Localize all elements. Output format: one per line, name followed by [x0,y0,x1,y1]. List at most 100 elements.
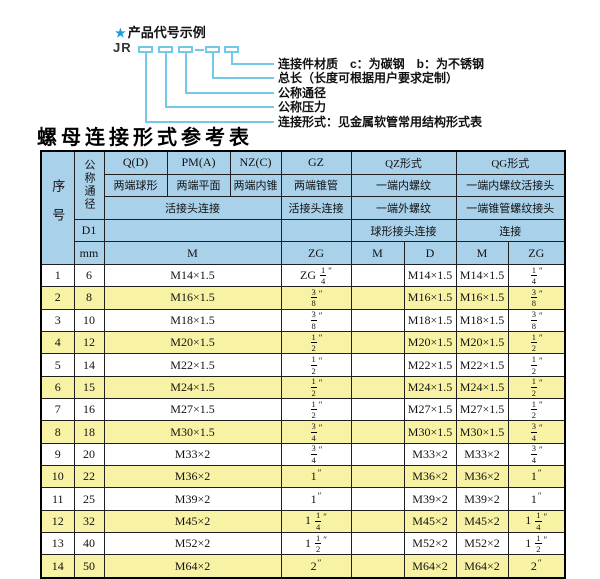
cell-qg-zg: 1 2 ″ [507,353,566,377]
header-qg: QG形式 [455,150,566,175]
cell-gz: 3 8 ″ [280,308,352,333]
cell-qg-zg: 1 2 ″ [507,375,566,400]
cell-gz: 3 4 ″ [280,442,352,467]
cell-seq: 7 [40,398,75,422]
cell-gz: 1 2 ″ [280,398,352,422]
code-box-3 [178,46,193,53]
cell-qz-m [350,398,405,422]
cell-qz-m [350,308,405,333]
cell-qz-m [350,442,405,467]
table-row: 1 6 M14×1.5 ZG 1 4 ″ M14×1.5 M14×1.5 1 4 ″ [40,263,566,288]
cell-dn: 32 [73,509,105,534]
cell-qg-m: M30×1.5 [455,420,509,444]
cell-m: M27×1.5 [103,398,282,422]
cell-qz-d: M52×2 [403,532,457,556]
cell-qz-m [350,286,405,310]
cell-m: M22×1.5 [103,353,282,377]
table-row: 12 32 M45×2 1 1 4 ″ M45×2 M45×2 1 1 4 ″ [40,509,566,534]
header-d-qz: D [403,241,457,265]
cell-m: M52×2 [103,532,282,556]
header-qg-sub2: 一端锥管螺纹接头 [455,196,566,220]
cell-seq: 4 [40,330,75,355]
star-icon: ★ [115,26,126,40]
cell-dn: 25 [73,487,105,511]
code-box-1 [138,46,153,53]
cell-qz-d: M14×1.5 [403,263,457,288]
cell-qz-m [350,465,405,489]
code-box-2 [158,46,173,53]
cell-qg-zg: 1 4 ″ [507,263,566,288]
code-label-material: 连接件材质 c：为碳钢 b：为不锈钢 [278,56,485,71]
connector-line [231,53,233,64]
connector-line [145,53,147,122]
cell-seq: 3 [40,308,75,333]
table-row: 3 10 M18×1.5 3 8 ″ M18×1.5 M18×1.5 3 8 ″ [40,308,566,333]
cell-gz: 3 8 ″ [280,286,352,310]
connector-line [231,62,274,65]
header-pm-sub: 两端平面 [166,173,231,198]
header-nz-sub: 两端内锥 [229,173,282,198]
cell-qg-m: M36×2 [455,465,509,489]
cell-qg-m: M14×1.5 [455,263,509,288]
cell-gz: 1 2 ″ [280,353,352,377]
cell-seq: 13 [40,532,75,556]
header-m-qz: M [350,241,405,265]
cell-seq: 1 [40,263,75,288]
cell-seq: 11 [40,487,75,511]
connector-line [145,120,274,123]
table-header: 序号 公称通径 Q(D) PM(A) NZ(C) GZ QZ形式 QG形式 两端… [40,150,566,265]
cell-gz: 1 1 4 ″ [280,509,352,534]
cell-m: M16×1.5 [103,286,282,310]
cell-m: M24×1.5 [103,375,282,400]
header-zg-gz: ZG [280,241,352,265]
cell-qz-d: M45×2 [403,509,457,534]
cell-qz-d: M64×2 [403,554,457,579]
cell-qg-m: M39×2 [455,487,509,511]
cell-qg-zg: 3 8 ″ [507,286,566,310]
product-code-diagram: ★ 产品代号示例 JR 连接件材质 c：为碳钢 b：为不锈钢 总长（长度可根据用户… [0,0,600,145]
cell-dn: 16 [73,398,105,422]
cell-qz-d: M18×1.5 [403,308,457,333]
cell-qg-zg: 1″ [507,465,566,489]
header-pm: PM(A) [166,150,231,175]
header-q: Q(D) [103,150,168,175]
header-blank-gz [280,218,352,243]
code-label-connection: 连接形式：见金属软管常用结构形式表 [278,114,483,129]
cell-m: M36×2 [103,465,282,489]
table-row: 4 12 M20×1.5 1 2 ″ M20×1.5 M20×1.5 1 2 ″ [40,330,566,355]
code-box-4 [205,46,220,53]
table-row: 11 25 M39×2 1″ M39×2 M39×2 1″ [40,487,566,511]
connector-line [165,53,167,108]
code-prefix: JR [113,40,132,55]
header-zg-qg: ZG [507,241,566,265]
cell-gz: 1 2 ″ [280,375,352,400]
cell-qg-zg: 3 4 ″ [507,442,566,467]
connector-line [165,106,274,108]
code-label-pressure: 公称压力 [278,100,327,114]
cell-qg-m: M24×1.5 [455,375,509,400]
cell-seq: 12 [40,509,75,534]
cell-qz-m [350,375,405,400]
cell-dn: 20 [73,442,105,467]
cell-gz: 3 4 ″ [280,420,352,444]
cell-dn: 12 [73,330,105,355]
header-gz-sub: 两端锥管 [280,173,352,198]
cell-m: M45×2 [103,509,282,534]
cell-gz: ZG 1 4 ″ [280,263,352,288]
table-row: 5 14 M22×1.5 1 2 ″ M22×1.5 M22×1.5 1 2 ″ [40,353,566,377]
code-label-length: 总长（长度可根据用户要求定制） [278,71,459,85]
cell-m: M39×2 [103,487,282,511]
cell-qg-zg: 1 1 4 ″ [507,509,566,534]
header-qz-sub2: 一端外螺纹 [350,196,457,220]
cell-qz-m [350,420,405,444]
header-d1: D1 [73,218,105,243]
cell-dn: 40 [73,532,105,556]
diagram-title-text: 产品代号示例 [127,25,206,40]
cell-qg-m: M22×1.5 [455,353,509,377]
cell-qz-m [350,353,405,377]
code-dash [195,49,204,51]
header-mm: mm [73,241,105,265]
cell-m: M14×1.5 [103,263,282,288]
cell-m: M30×1.5 [103,420,282,444]
table-row: 9 20 M33×2 3 4 ″ M33×2 M33×2 3 4 ″ [40,442,566,467]
